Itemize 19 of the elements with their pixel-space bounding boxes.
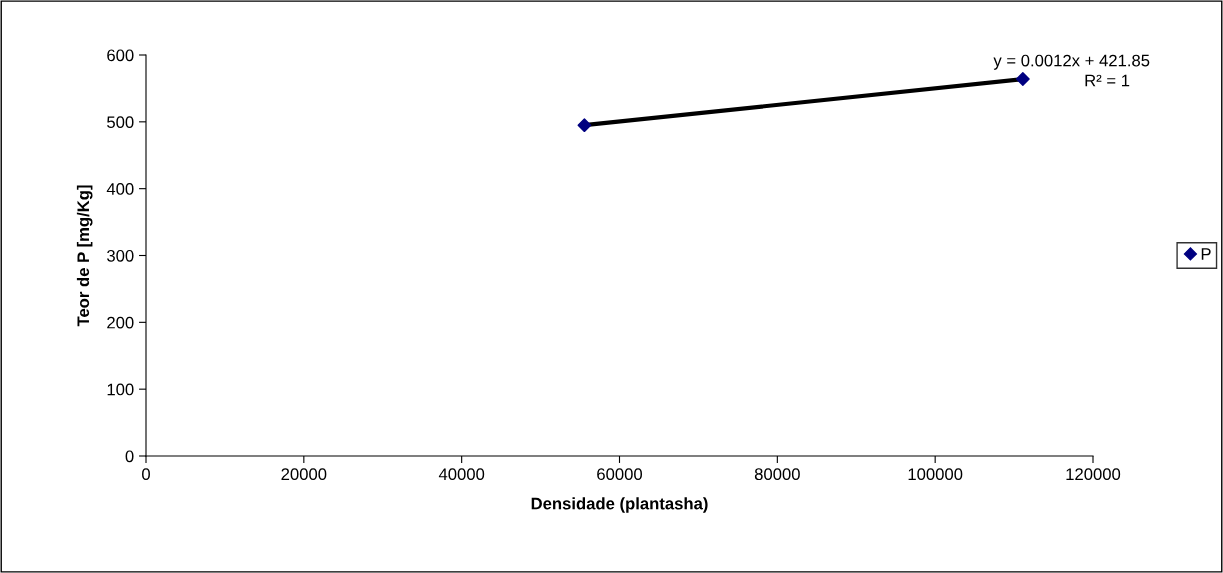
y-tick-label: 100: [107, 383, 134, 396]
y-tick-label: 600: [107, 49, 134, 62]
x-axis-title: Densidade (plantasha): [531, 497, 708, 513]
y-tick-label: 300: [107, 249, 134, 262]
x-tick-label: 40000: [438, 468, 485, 481]
legend-label: P: [1201, 248, 1211, 260]
y-tick-label: 400: [106, 183, 134, 195]
annotation: y = 0.0012x + 421.85: [993, 54, 1150, 70]
annotation: R² = 1: [1085, 74, 1130, 87]
x-tick-label: 120000: [1066, 468, 1121, 481]
y-tick-label: 500: [107, 116, 134, 129]
x-tick-label: 20000: [281, 468, 327, 481]
y-tick-label: 0: [125, 450, 134, 463]
x-tick-label: 0: [142, 468, 150, 481]
x-tick-label: 80000: [754, 468, 800, 481]
y-tick-label: 200: [107, 316, 134, 329]
x-tick-label: 60000: [597, 468, 643, 481]
x-tick-label: 100000: [908, 468, 963, 481]
y-axis-title: Teor de P [mg/Kg]: [76, 185, 93, 327]
